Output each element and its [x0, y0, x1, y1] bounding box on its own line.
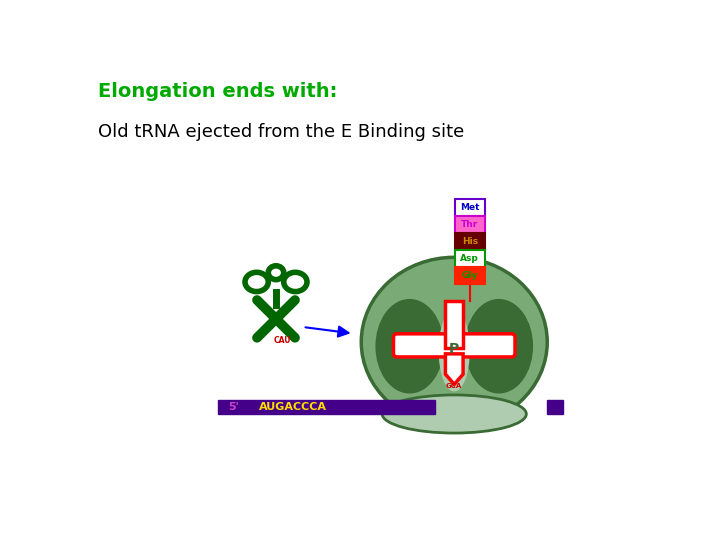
Ellipse shape: [382, 395, 526, 433]
Text: Asp: Asp: [460, 254, 479, 263]
Ellipse shape: [439, 310, 469, 391]
Text: His: His: [462, 237, 478, 246]
Text: Thr: Thr: [461, 220, 478, 229]
FancyBboxPatch shape: [454, 250, 485, 267]
Bar: [218, 400, 435, 414]
FancyBboxPatch shape: [454, 199, 485, 216]
FancyBboxPatch shape: [454, 267, 485, 284]
Text: P: P: [449, 342, 459, 356]
Text: GCA: GCA: [446, 383, 462, 389]
Text: AUGACCCA: AUGACCCA: [259, 402, 327, 411]
Text: Gly: Gly: [462, 271, 478, 280]
Ellipse shape: [465, 300, 532, 393]
Text: Met: Met: [460, 203, 480, 212]
FancyBboxPatch shape: [454, 216, 485, 233]
Ellipse shape: [361, 257, 547, 427]
FancyBboxPatch shape: [394, 334, 515, 357]
Text: A: A: [516, 348, 526, 362]
FancyArrowPatch shape: [305, 327, 348, 336]
Ellipse shape: [376, 300, 443, 393]
Bar: [547, 400, 563, 414]
Text: E: E: [382, 348, 392, 362]
FancyBboxPatch shape: [454, 233, 485, 250]
Text: 5': 5': [228, 402, 239, 411]
Bar: [446, 301, 463, 348]
Polygon shape: [446, 354, 463, 384]
Text: Elongation ends with:: Elongation ends with:: [98, 82, 337, 101]
Text: Old tRNA ejected from the E Binding site: Old tRNA ejected from the E Binding site: [98, 123, 464, 140]
Text: CAU: CAU: [274, 336, 291, 345]
